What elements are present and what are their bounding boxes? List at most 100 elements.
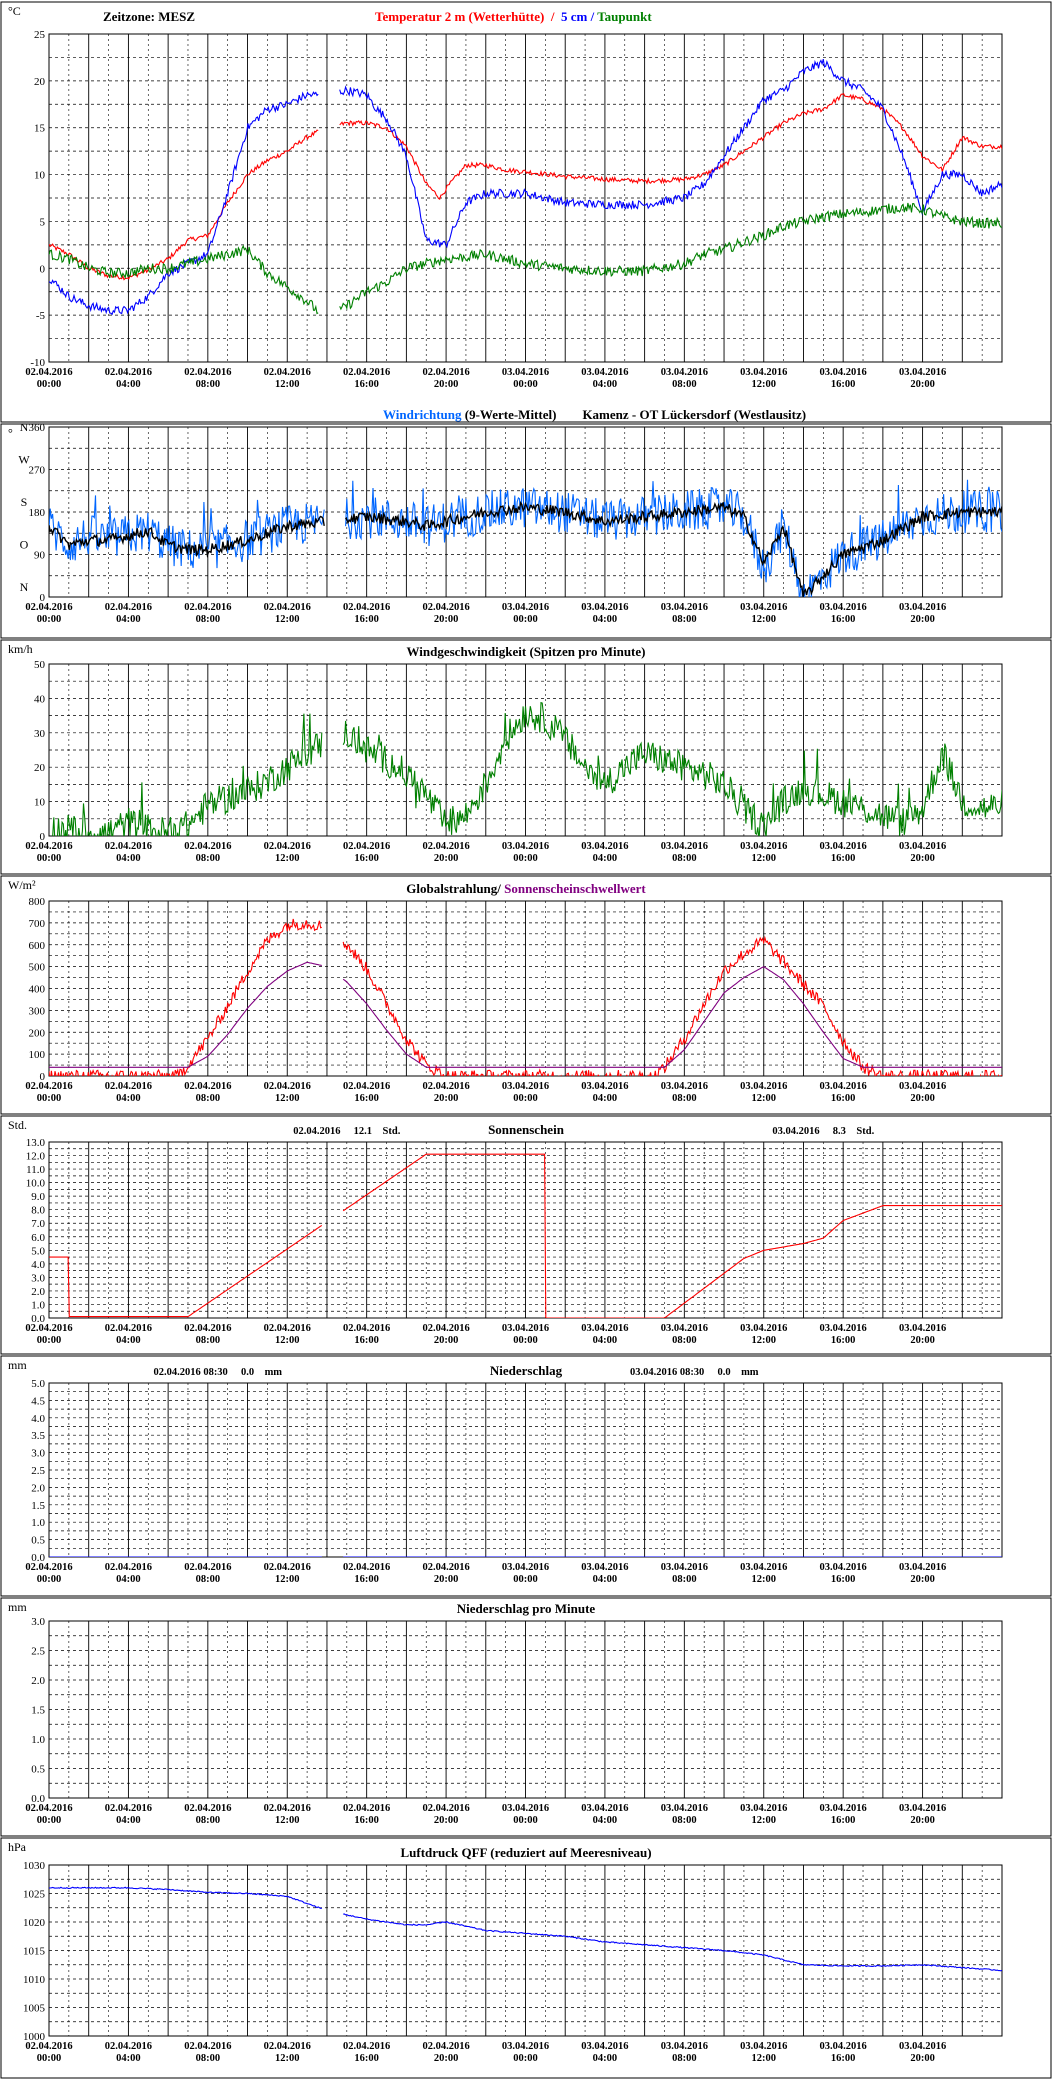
x-tick-date: 03.04.2016 [502, 2041, 549, 2052]
x-tick-date: 03.04.2016 [581, 841, 628, 852]
compass-label: O [20, 538, 29, 552]
x-tick-date: 03.04.2016 [581, 367, 628, 378]
x-tick-time: 12:00 [275, 1093, 300, 1104]
x-tick-time: 16:00 [831, 2053, 856, 2064]
plot-area [48, 1141, 1003, 1319]
y-tick-label: 3.0 [31, 1616, 45, 1628]
x-tick-time: 00:00 [513, 1815, 538, 1826]
x-tick-date: 02.04.2016 [422, 1562, 469, 1573]
x-tick-time: 08:00 [196, 1093, 221, 1104]
y-tick-label: 1.5 [31, 1705, 45, 1717]
x-tick-date: 02.04.2016 [264, 841, 311, 852]
x-tick-date: 02.04.2016 [343, 1081, 390, 1092]
annotation-date: 03.04.2016 [772, 1126, 832, 1137]
y-tick-label: 25 [34, 29, 46, 41]
title-part: Windrichtung [383, 407, 462, 422]
y-tick-label: 800 [29, 896, 46, 908]
x-tick-date: 02.04.2016 [184, 367, 231, 378]
title-part: Temperatur 2 m (Wetterhütte) [375, 9, 544, 24]
y-tick-label: 0 [40, 592, 46, 604]
x-tick-date: 03.04.2016 [899, 2041, 946, 2052]
x-tick-time: 04:00 [116, 1093, 141, 1104]
x-tick-time: 00:00 [513, 1574, 538, 1585]
x-tick-time: 08:00 [196, 379, 221, 390]
x-tick-time: 12:00 [752, 1815, 777, 1826]
y-tick-label: 9.0 [31, 1191, 45, 1203]
plot-area [48, 33, 1003, 363]
x-tick-date: 03.04.2016 [820, 841, 867, 852]
x-tick-time: 16:00 [831, 1815, 856, 1826]
series-line-taupunkt [49, 202, 1002, 315]
x-tick-date: 02.04.2016 [25, 602, 72, 613]
x-tick-date: 03.04.2016 [581, 1081, 628, 1092]
x-tick-time: 00:00 [513, 379, 538, 390]
x-tick-time: 12:00 [752, 1574, 777, 1585]
y-tick-label: -5 [36, 310, 46, 322]
y-tick-label: 10.0 [26, 1178, 46, 1190]
x-tick-time: 16:00 [831, 614, 856, 625]
y-tick-label: 700 [29, 918, 46, 930]
x-tick-time: 04:00 [116, 1335, 141, 1346]
x-tick-date: 02.04.2016 [343, 1323, 390, 1334]
x-tick-time: 04:00 [593, 1574, 618, 1585]
x-tick-time: 00:00 [37, 1335, 62, 1346]
x-tick-time: 00:00 [513, 614, 538, 625]
x-tick-time: 20:00 [910, 2053, 935, 2064]
x-tick-date: 02.04.2016 [105, 1803, 152, 1814]
y-tick-label: 1.5 [31, 1500, 45, 1512]
x-tick-date: 03.04.2016 [740, 841, 787, 852]
y-tick-label: 0.5 [31, 1764, 45, 1776]
x-tick-time: 04:00 [593, 2053, 618, 2064]
x-tick-time: 16:00 [831, 1574, 856, 1585]
series-line-globalstrahlung [49, 918, 1002, 1076]
panel-frame [0, 639, 1052, 875]
x-tick-date: 03.04.2016 [899, 1081, 946, 1092]
y-tick-label: 0.0 [31, 1552, 45, 1564]
y-tick-label: 7.0 [31, 1218, 45, 1230]
x-tick-time: 12:00 [752, 1335, 777, 1346]
x-tick-date: 03.04.2016 [502, 1562, 549, 1573]
title-part: Globalstrahlung/ [406, 881, 504, 896]
x-tick-date: 02.04.2016 [184, 1803, 231, 1814]
y-tick-label: 4.0 [31, 1259, 45, 1271]
x-tick-date: 03.04.2016 [581, 1562, 628, 1573]
compass-label: N [20, 420, 29, 434]
plot-area [48, 426, 1003, 598]
x-tick-date: 02.04.2016 [264, 367, 311, 378]
x-tick-time: 04:00 [116, 1574, 141, 1585]
chart-title: Globalstrahlung/ Sonnenscheinschwellwert [406, 881, 646, 896]
y-tick-label: 1005 [23, 2003, 46, 2015]
x-tick-date: 03.04.2016 [581, 1803, 628, 1814]
y-tick-label: 15 [34, 123, 46, 135]
x-tick-date: 03.04.2016 [502, 602, 549, 613]
y-tick-label: 1.0 [31, 1517, 45, 1529]
x-tick-time: 08:00 [196, 1574, 221, 1585]
x-tick-date: 02.04.2016 [105, 1081, 152, 1092]
y-tick-label: 11.0 [26, 1164, 45, 1176]
x-tick-date: 03.04.2016 [740, 2041, 787, 2052]
x-tick-date: 02.04.2016 [422, 841, 469, 852]
x-tick-time: 16:00 [354, 1093, 379, 1104]
x-tick-date: 02.04.2016 [105, 367, 152, 378]
x-tick-date: 02.04.2016 [343, 602, 390, 613]
series-line-temperatur-2-m-wetterh-tte- [49, 92, 1002, 281]
x-tick-date: 03.04.2016 [661, 1323, 708, 1334]
x-tick-date: 02.04.2016 [264, 1562, 311, 1573]
x-tick-date: 03.04.2016 [899, 1803, 946, 1814]
x-tick-date: 03.04.2016 [820, 1562, 867, 1573]
x-tick-time: 04:00 [593, 614, 618, 625]
x-tick-time: 20:00 [910, 1815, 935, 1826]
x-tick-date: 02.04.2016 [184, 1081, 231, 1092]
x-tick-time: 00:00 [37, 614, 62, 625]
x-tick-date: 02.04.2016 [422, 2041, 469, 2052]
x-tick-date: 03.04.2016 [899, 602, 946, 613]
x-tick-time: 08:00 [196, 1335, 221, 1346]
plot-area [48, 1864, 1003, 2037]
x-tick-date: 03.04.2016 [661, 367, 708, 378]
x-tick-date: 02.04.2016 [264, 1081, 311, 1092]
x-tick-date: 02.04.2016 [422, 1803, 469, 1814]
x-tick-time: 08:00 [672, 1093, 697, 1104]
x-tick-date: 02.04.2016 [422, 1081, 469, 1092]
x-tick-date: 02.04.2016 [264, 2041, 311, 2052]
x-tick-date: 03.04.2016 [740, 1323, 787, 1334]
